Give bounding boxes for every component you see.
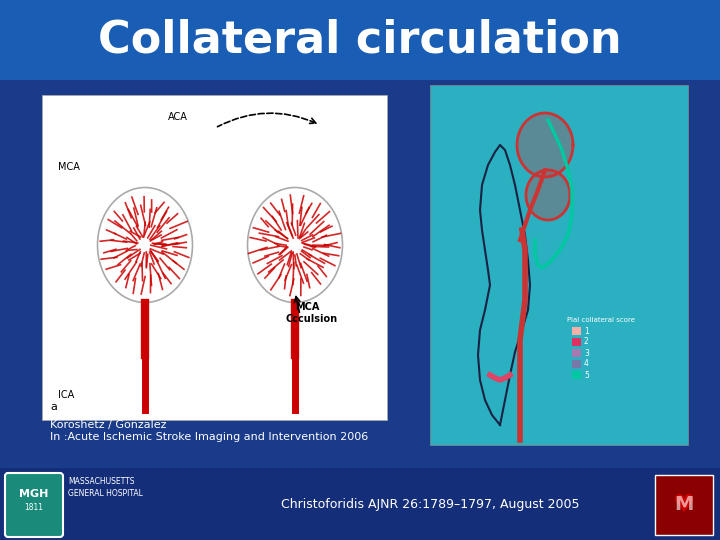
FancyBboxPatch shape: [430, 85, 688, 445]
Text: ICA: ICA: [58, 390, 74, 400]
Text: 1: 1: [584, 327, 589, 335]
FancyBboxPatch shape: [42, 95, 387, 420]
Text: Pial collateral score: Pial collateral score: [567, 317, 635, 323]
Text: GENERAL HOSPITAL: GENERAL HOSPITAL: [68, 489, 143, 498]
Text: M: M: [675, 496, 693, 515]
Bar: [572, 360, 581, 368]
Text: Ccculsion: Ccculsion: [285, 314, 337, 324]
Bar: [0, 0, 720, 80]
Text: Koroshetz / Gonzalez: Koroshetz / Gonzalez: [50, 420, 166, 430]
Text: MASSACHUSETTS: MASSACHUSETTS: [68, 477, 135, 486]
Text: MGH: MGH: [19, 489, 49, 499]
Text: 3: 3: [584, 348, 589, 357]
Text: a: a: [50, 402, 57, 412]
Text: Collateral circulation: Collateral circulation: [98, 18, 622, 62]
Bar: [0, 468, 720, 540]
Text: 4: 4: [584, 360, 589, 368]
Text: In :Acute Ischemic Stroke Imaging and Intervention 2006: In :Acute Ischemic Stroke Imaging and In…: [50, 432, 368, 442]
Text: 2: 2: [584, 338, 589, 347]
Bar: [572, 338, 581, 346]
Bar: [572, 349, 581, 357]
Polygon shape: [526, 170, 570, 220]
Text: 5: 5: [584, 370, 589, 380]
Text: ♥: ♥: [672, 493, 696, 517]
Polygon shape: [517, 113, 573, 177]
Text: MCA: MCA: [295, 302, 320, 312]
FancyBboxPatch shape: [5, 473, 63, 537]
Text: MCA: MCA: [58, 162, 80, 172]
Bar: [572, 327, 581, 335]
Bar: [655, 475, 713, 535]
Bar: [572, 371, 581, 379]
Text: 1811: 1811: [24, 503, 43, 511]
Text: ACA: ACA: [168, 112, 188, 122]
Text: Christoforidis AJNR 26:1789–1797, August 2005: Christoforidis AJNR 26:1789–1797, August…: [281, 498, 580, 511]
